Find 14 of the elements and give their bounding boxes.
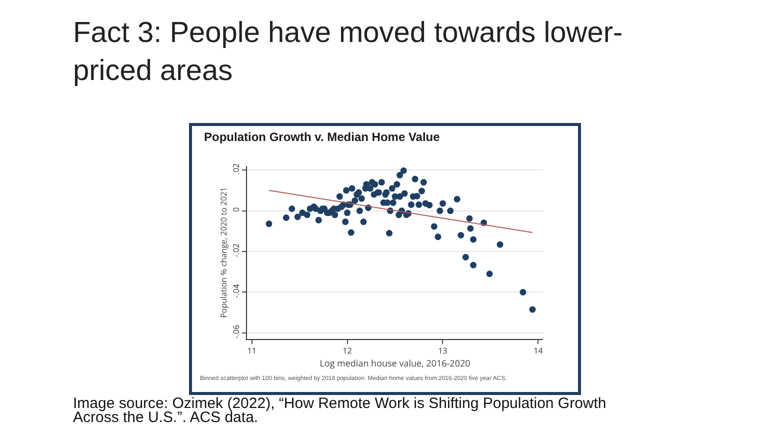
x-tick-label: 11: [247, 346, 256, 357]
x-tick-label: 13: [438, 346, 448, 357]
x-axis-title: Log median house value, 2016-2020: [320, 356, 470, 370]
chart-title: Fact 3: People have moved towards lower-priced areas: [73, 16, 624, 89]
text: Image source: Ozimek (2022), “How Remote Work is Shifting Population Growth Across the U.S.”. ACS data.: [73, 395, 608, 426]
x-tick-label: 12: [342, 346, 352, 357]
x-tick-label: 14: [534, 346, 544, 357]
y-tick-label: 0: [230, 206, 242, 212]
y-tick-label: -.04: [230, 284, 242, 298]
y-tick-label: .02: [230, 162, 242, 174]
y-axis-title: Population % change, 2020 to 2021: [218, 187, 230, 318]
chart-subtitle: Population Growth v. Median Home Value: [204, 130, 440, 144]
y-tick-label: -.06: [230, 324, 242, 339]
y-tick-label: -.02: [230, 242, 242, 258]
